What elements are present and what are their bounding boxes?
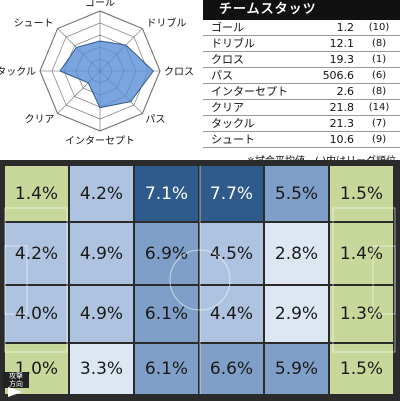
team-stats-title: チームスタッツ [203, 0, 400, 20]
stats-row: ゴール 1.2 (10) [203, 20, 400, 36]
heatmap-cell: 1.5% [330, 344, 393, 394]
heatmap-cell: 7.1% [135, 166, 198, 221]
stats-label: シュート [203, 131, 312, 148]
stats-row: クロス 19.3 (1) [203, 51, 400, 68]
stats-label: タックル [203, 115, 312, 132]
stats-value: 506.6 [311, 67, 359, 84]
team-stats-table: ゴール 1.2 (10) ドリブル 12.1 (8) クロス 19.3 (1) パス 506.6 (6… [203, 20, 400, 148]
stats-rank: (14) [358, 99, 400, 116]
stats-value: 2.6 [311, 83, 359, 100]
heatmap-cell: 4.5% [200, 223, 263, 284]
radar-axis-label: インターセプト [65, 135, 135, 147]
stats-value: 10.6 [311, 131, 359, 148]
radar-axis-label: シュート [14, 19, 54, 30]
stats-value: 19.3 [311, 51, 359, 68]
attack-direction-badge: 攻撃 方向 [3, 372, 29, 398]
radar-axis-label: クリア [25, 113, 55, 125]
heatmap-cell: 6.6% [200, 344, 263, 394]
stats-label: パス [203, 67, 312, 84]
heatmap-cell: 2.8% [265, 223, 328, 284]
stats-rank: (9) [358, 131, 400, 148]
stats-rank: (8) [358, 83, 400, 100]
heatmap-cell: 1.4% [330, 223, 393, 284]
heatmap-cell: 1.4% [5, 166, 68, 221]
heatmap-cell: 6.1% [135, 286, 198, 342]
stats-rank: (7) [358, 115, 400, 132]
stats-row: クリア 21.8 (14) [203, 99, 400, 116]
stats-label: ドリブル [203, 35, 312, 52]
stats-row: タックル 21.3 (7) [203, 115, 400, 132]
attack-direction-label-2: 方向 [3, 380, 29, 388]
stats-row: インターセプト 2.6 (8) [203, 83, 400, 100]
heatmap-cell: 1.3% [330, 286, 393, 342]
heatmap-cell: 4.2% [5, 223, 68, 284]
stats-label: クリア [203, 99, 312, 116]
stats-value: 12.1 [311, 35, 359, 52]
radar-axis-label: パス [145, 113, 165, 125]
stats-label: クロス [203, 51, 312, 68]
heatmap-cell: 7.7% [200, 166, 263, 221]
heatmap-cell: 5.5% [265, 166, 328, 221]
heatmap-cell: 4.0% [5, 286, 68, 342]
heatmap-cell: 4.2% [70, 166, 133, 221]
radar-axis-label: クロス [164, 66, 194, 78]
stats-label: インターセプト [203, 83, 312, 100]
radar-axis-label: ドリブル [146, 17, 186, 30]
heatmap-cell: 5.9% [265, 344, 328, 394]
stats-label: ゴール [203, 20, 312, 36]
heatmap-cell: 6.9% [135, 223, 198, 284]
stats-row: パス 506.6 (6) [203, 67, 400, 84]
stats-row: ドリブル 12.1 (8) [203, 35, 400, 52]
heatmap-cell: 6.1% [135, 344, 198, 394]
arrow-right-icon [8, 387, 22, 397]
heatmap-cell: 3.3% [70, 344, 133, 394]
radar-data-polygon [59, 40, 154, 109]
pitch-heatmap: 1.4% 4.2% 7.1% 7.7% 5.5% 1.5% 4.2% 4.9% 6.9% 4.5%… [0, 160, 400, 401]
attack-direction-label-1: 攻撃 [3, 372, 29, 380]
radar-axis-label: タックル [0, 66, 36, 78]
heatmap-cell: 4.9% [70, 223, 133, 284]
stats-rank: (6) [358, 67, 400, 84]
stats-value: 1.2 [311, 20, 359, 36]
heatmap-cell: 1.5% [330, 166, 393, 221]
stats-value: 21.3 [311, 115, 359, 132]
stats-row: シュート 10.6 (9) [203, 131, 400, 148]
stats-rank: (8) [358, 35, 400, 52]
stats-rank: (10) [358, 20, 400, 36]
stats-rank: (1) [358, 51, 400, 68]
team-stats-panel: チームスタッツ ゴール 1.2 (10) ドリブル 12.1 (8) クロス 19.3 (1) パ… [203, 0, 400, 167]
radar-axis-label: ゴール [85, 0, 115, 9]
heatmap-cell: 4.4% [200, 286, 263, 342]
heatmap-cell: 4.9% [70, 286, 133, 342]
heatmap-cell: 2.9% [265, 286, 328, 342]
stats-value: 21.8 [311, 99, 359, 116]
